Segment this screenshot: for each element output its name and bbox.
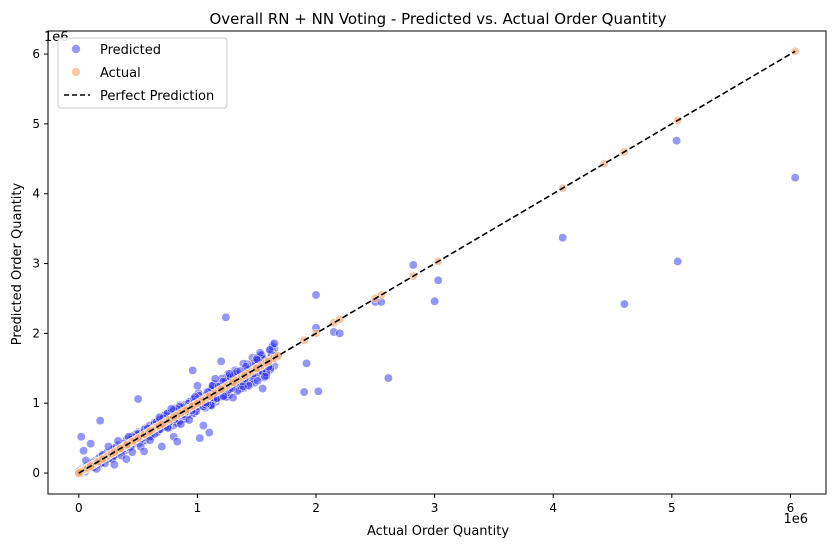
y-tick-label: 5 — [32, 117, 40, 131]
predicted-point — [335, 328, 345, 338]
x-axis-label: Actual Order Quantity — [367, 524, 509, 539]
predicted-point — [430, 296, 440, 306]
y-tick-label: 6 — [32, 47, 40, 61]
predicted-point — [302, 358, 311, 368]
predicted-point — [221, 312, 231, 322]
plot-area — [74, 46, 800, 478]
predicted-point — [790, 173, 800, 183]
x-tick-label: 0 — [75, 501, 83, 515]
predicted-point — [139, 446, 149, 456]
legend-predicted-marker — [71, 44, 81, 54]
predicted-point — [176, 419, 186, 429]
predicted-point — [184, 415, 194, 425]
predicted-point — [433, 275, 443, 285]
legend: Predicted Actual Perfect Prediction — [57, 37, 228, 109]
legend-box — [57, 37, 228, 109]
predicted-point — [299, 387, 309, 397]
predicted-point — [258, 384, 268, 394]
x-tick-label: 6 — [787, 501, 795, 515]
predicted-point — [216, 356, 226, 366]
legend-actual-label: Actual — [100, 66, 141, 81]
y-tick-label: 4 — [32, 187, 40, 201]
perfect-prediction-line — [78, 50, 796, 474]
actual-point — [157, 419, 167, 429]
predicted-point — [121, 454, 131, 464]
predicted-point — [408, 260, 418, 270]
predicted-point — [253, 376, 263, 386]
predicted-point — [198, 421, 208, 431]
predicted-point — [225, 369, 235, 379]
predicted-point — [166, 404, 176, 414]
predicted-point — [133, 394, 143, 404]
predicted-point — [127, 447, 137, 457]
x-tick-label: 1 — [194, 501, 202, 515]
x-tick-label: 3 — [431, 501, 439, 515]
predicted-point — [210, 374, 220, 384]
actual-point — [181, 405, 191, 415]
actual-point — [252, 363, 262, 373]
legend-predicted-label: Predicted — [100, 43, 161, 58]
predicted-point — [311, 290, 321, 300]
predicted-point — [260, 371, 270, 381]
predicted-point — [672, 136, 682, 146]
legend-actual-marker — [71, 67, 81, 77]
predicted-point — [109, 460, 119, 470]
actual-point — [228, 377, 238, 387]
predicted-point — [238, 359, 248, 369]
x-tick-label: 5 — [668, 501, 676, 515]
predicted-point — [172, 437, 182, 447]
y-tick-label: 0 — [32, 466, 40, 480]
predicted-point — [86, 439, 96, 449]
predicted-point — [383, 373, 393, 383]
predicted-point — [270, 338, 279, 348]
y-tick-label: 2 — [32, 326, 40, 340]
plot-frame — [47, 30, 827, 495]
predicted-point — [192, 381, 202, 391]
actual-point — [599, 159, 609, 169]
x-axis: 0 1 2 3 4 5 6 — [75, 494, 794, 515]
chart-title: Overall RN + NN Voting - Predicted vs. A… — [209, 10, 666, 28]
x-tick-label: 4 — [549, 501, 557, 515]
predicted-point — [313, 386, 323, 396]
predicted-point — [673, 257, 683, 266]
predicted-point — [228, 393, 238, 403]
y-tick-label: 1 — [32, 396, 40, 410]
y-tick-label: 3 — [32, 257, 40, 271]
x-tick-label: 2 — [312, 501, 320, 515]
predicted-point — [558, 233, 568, 243]
predicted-point — [157, 442, 167, 451]
predicted-point — [265, 345, 275, 355]
y-axis: 0 1 2 3 4 5 6 — [32, 47, 48, 480]
predicted-point — [195, 433, 205, 443]
predicted-point — [95, 416, 105, 426]
predicted-point — [188, 365, 198, 375]
actual-point — [204, 391, 214, 401]
predicted-point — [76, 432, 86, 442]
y-axis-label: Predicted Order Quantity — [10, 182, 25, 345]
predicted-point — [619, 299, 629, 309]
legend-perfect-label: Perfect Prediction — [100, 89, 214, 104]
x-offset-label: 1e6 — [783, 512, 808, 527]
actual-point — [273, 351, 283, 361]
predicted-point — [204, 428, 214, 437]
predicted-point — [79, 446, 89, 456]
